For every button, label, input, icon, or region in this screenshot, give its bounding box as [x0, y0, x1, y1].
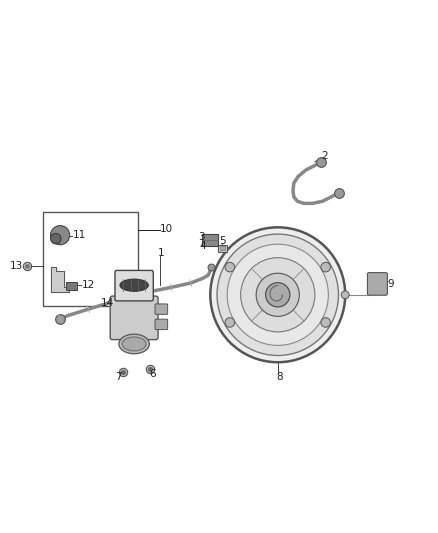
Ellipse shape [225, 318, 235, 327]
Text: 10: 10 [160, 224, 173, 233]
Bar [202, 235, 218, 246]
Ellipse shape [321, 262, 330, 272]
FancyBboxPatch shape [367, 272, 388, 295]
Circle shape [50, 233, 61, 244]
Ellipse shape [265, 282, 290, 307]
Text: 1: 1 [158, 247, 165, 257]
Bar [218, 245, 227, 252]
Text: 3: 3 [198, 232, 205, 242]
Ellipse shape [256, 273, 299, 317]
Ellipse shape [227, 244, 328, 345]
Ellipse shape [120, 279, 148, 292]
Text: 6: 6 [149, 369, 156, 379]
Text: 14: 14 [101, 298, 114, 309]
Bar [220, 246, 225, 250]
Ellipse shape [210, 228, 345, 362]
Text: 7: 7 [115, 373, 121, 383]
Text: 13: 13 [10, 261, 23, 271]
Text: 2: 2 [321, 150, 328, 160]
FancyBboxPatch shape [115, 270, 153, 301]
FancyBboxPatch shape [110, 296, 158, 340]
Text: 4: 4 [200, 240, 206, 251]
Ellipse shape [240, 257, 315, 332]
Ellipse shape [122, 337, 146, 351]
Bar [43, 212, 138, 305]
Text: 11: 11 [73, 230, 86, 240]
Ellipse shape [321, 318, 330, 327]
Ellipse shape [217, 234, 339, 356]
Polygon shape [51, 266, 69, 292]
FancyBboxPatch shape [155, 319, 168, 329]
Text: 9: 9 [387, 279, 394, 289]
Text: 12: 12 [82, 280, 95, 290]
Ellipse shape [341, 291, 349, 298]
Circle shape [50, 225, 70, 245]
FancyBboxPatch shape [155, 304, 168, 314]
Text: 5: 5 [219, 236, 226, 246]
Bar [66, 282, 77, 289]
Ellipse shape [225, 262, 235, 272]
Ellipse shape [119, 334, 149, 354]
Text: 8: 8 [277, 373, 283, 383]
